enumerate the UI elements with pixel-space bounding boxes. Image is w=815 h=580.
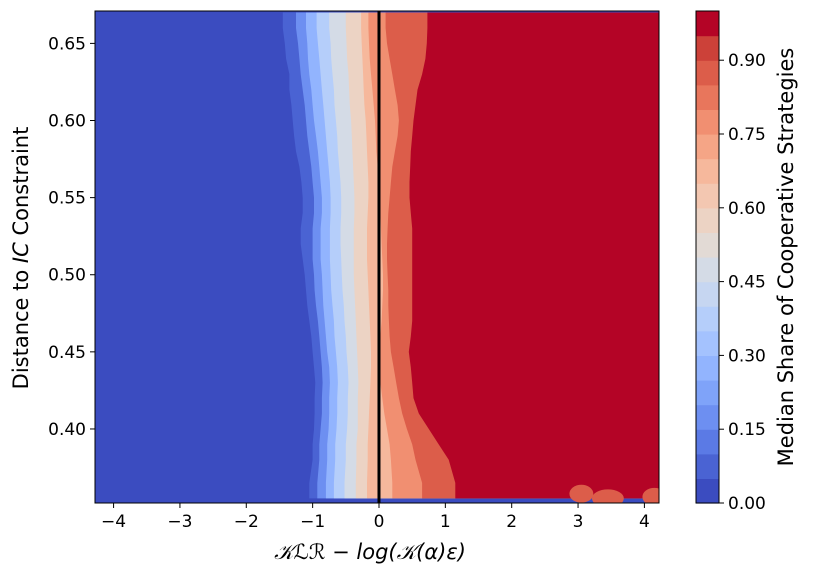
colorbar xyxy=(695,10,720,504)
colorbar-segment xyxy=(696,35,719,61)
x-tick-label: 3 xyxy=(573,512,584,532)
colorbar-segment xyxy=(696,404,719,430)
y-tick-label: 0.40 xyxy=(48,420,86,440)
y-tick-label: 0.45 xyxy=(48,343,86,363)
speckle-1 xyxy=(569,484,594,503)
colorbar-segment xyxy=(696,306,719,332)
x-tick-label: 1 xyxy=(440,512,451,532)
colorbar-segment xyxy=(696,183,719,209)
colorbar-tick-label: 0.90 xyxy=(728,51,766,71)
y-axis-label-suffix: Constraint xyxy=(9,127,33,243)
x-tick-label: −3 xyxy=(167,512,192,532)
x-axis-ticks: −4 −3 −2 −1 0 1 2 3 4 xyxy=(101,503,650,532)
colorbar-segment xyxy=(696,257,719,283)
x-tick-label: 4 xyxy=(639,512,650,532)
colorbar-segment xyxy=(696,380,719,406)
colorbar-segment xyxy=(696,134,719,160)
speckle-0 xyxy=(591,489,624,503)
y-tick-label: 0.65 xyxy=(48,34,86,54)
plot-frame xyxy=(94,10,660,504)
colorbar-tick-label: 0.15 xyxy=(728,420,766,440)
y-tick-label: 0.50 xyxy=(48,266,86,286)
colorbar-segment xyxy=(696,478,719,504)
colorbar-tick-label: 0.75 xyxy=(728,125,766,145)
colorbar-ticks: 0.00 0.15 0.30 0.45 0.60 0.75 0.90 xyxy=(719,51,766,514)
y-axis-label-ic: IC xyxy=(9,242,33,263)
colorbar-segment xyxy=(696,281,719,307)
y-axis-label-prefix: Distance to xyxy=(9,263,33,389)
colorbar-segment xyxy=(696,207,719,233)
colorbar-segment xyxy=(696,453,719,479)
x-tick-label: −4 xyxy=(101,512,126,532)
y-axis-ticks: 0.40 0.45 0.50 0.55 0.60 0.65 xyxy=(48,34,95,440)
colorbar-segment xyxy=(696,330,719,356)
y-tick-label: 0.55 xyxy=(48,189,86,209)
colorbar-tick-label: 0.60 xyxy=(728,199,766,219)
y-tick-label: 0.60 xyxy=(48,112,86,132)
x-axis-label: 𝒦ℒℛ − log(𝒦(α)ε) xyxy=(274,540,466,564)
x-tick-label: −1 xyxy=(300,512,325,532)
colorbar-segment xyxy=(696,60,719,86)
colorbar-segment xyxy=(696,158,719,184)
colorbar-tick-label: 0.45 xyxy=(728,273,766,293)
plot-area xyxy=(95,11,659,503)
colorbar-tick-label: 0.00 xyxy=(728,494,766,514)
contour-band-0.95 xyxy=(408,12,659,499)
colorbar-segment xyxy=(696,355,719,381)
colorbar-label: Median Share of Cooperative Strategies xyxy=(774,48,798,467)
colorbar-segment xyxy=(696,429,719,455)
x-tick-label: 0 xyxy=(374,512,385,532)
colorbar-frame xyxy=(695,10,720,504)
x-tick-label: 2 xyxy=(506,512,517,532)
colorbar-segment xyxy=(696,232,719,258)
colorbar-segment xyxy=(696,84,719,110)
colorbar-tick-label: 0.30 xyxy=(728,346,766,366)
y-axis-label: Distance to IC Constraint xyxy=(9,127,33,390)
x-tick-label: −2 xyxy=(234,512,259,532)
speckle-2 xyxy=(642,487,659,503)
colorbar-segment xyxy=(696,11,719,37)
colorbar-segment xyxy=(696,109,719,135)
